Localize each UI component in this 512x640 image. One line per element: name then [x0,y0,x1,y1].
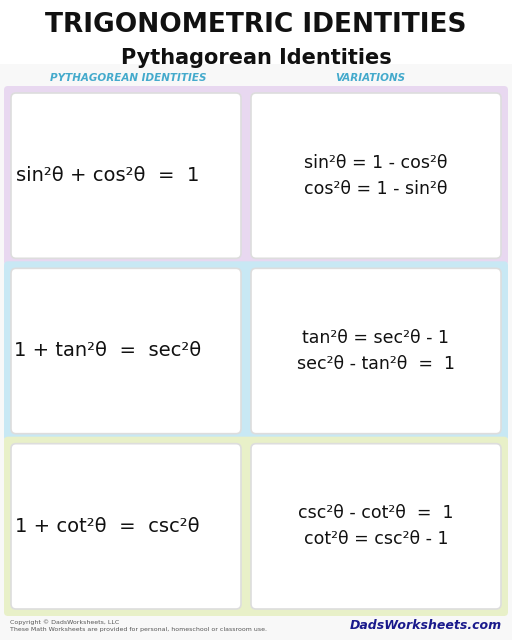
FancyBboxPatch shape [4,86,508,266]
Text: PYTHAGOREAN IDENTITIES: PYTHAGOREAN IDENTITIES [50,73,206,83]
Text: 1 + tan²θ  =  sec²θ: 1 + tan²θ = sec²θ [14,342,201,360]
FancyBboxPatch shape [251,93,501,259]
Text: Copyright © DadsWorksheets, LLC
These Math Worksheets are provided for personal,: Copyright © DadsWorksheets, LLC These Ma… [10,620,267,632]
FancyBboxPatch shape [0,0,512,80]
Text: Pythagorean Identities: Pythagorean Identities [121,48,391,68]
FancyBboxPatch shape [4,261,508,441]
FancyBboxPatch shape [251,444,501,609]
Text: sin²θ + cos²θ  =  1: sin²θ + cos²θ = 1 [16,166,199,185]
FancyBboxPatch shape [11,444,241,609]
Text: csc²θ - cot²θ  =  1: csc²θ - cot²θ = 1 [298,504,454,522]
Text: cos²θ = 1 - sin²θ: cos²θ = 1 - sin²θ [304,180,448,198]
FancyBboxPatch shape [11,268,241,434]
Text: DadsWorksheets.com: DadsWorksheets.com [350,619,502,632]
Text: TRIGONOMETRIC IDENTITIES: TRIGONOMETRIC IDENTITIES [45,12,467,38]
Text: sin²θ = 1 - cos²θ: sin²θ = 1 - cos²θ [304,154,448,172]
FancyBboxPatch shape [251,268,501,434]
Text: 1 + cot²θ  =  csc²θ: 1 + cot²θ = csc²θ [15,517,200,536]
FancyBboxPatch shape [11,93,241,259]
Text: VARIATIONS: VARIATIONS [335,73,405,83]
FancyBboxPatch shape [4,436,508,616]
Text: sec²θ - tan²θ  =  1: sec²θ - tan²θ = 1 [297,355,455,373]
Text: cot²θ = csc²θ - 1: cot²θ = csc²θ - 1 [304,531,448,548]
Text: tan²θ = sec²θ - 1: tan²θ = sec²θ - 1 [303,329,450,347]
FancyBboxPatch shape [0,64,512,92]
